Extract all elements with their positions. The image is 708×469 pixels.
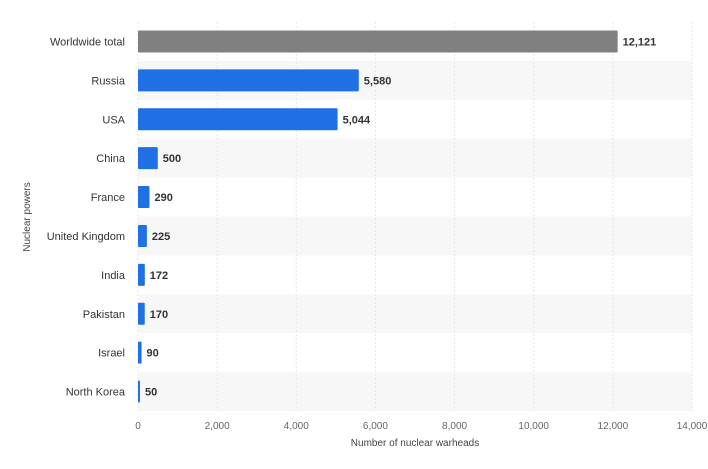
row-band xyxy=(138,294,692,334)
category-label-israel: Israel xyxy=(98,348,125,360)
y-axis-title: Nuclear powers xyxy=(22,182,33,251)
value-label-russia: 5,580 xyxy=(364,75,392,87)
bar-india xyxy=(138,263,145,286)
value-label-india: 172 xyxy=(150,270,168,282)
x-tick-label: 2,000 xyxy=(205,421,230,432)
x-tick-label: 6,000 xyxy=(363,421,388,432)
x-tick-label: 4,000 xyxy=(284,421,309,432)
value-label-united-kingdom: 225 xyxy=(152,231,170,243)
category-label-india: India xyxy=(101,270,126,282)
row-band xyxy=(138,216,692,256)
bar-united-kingdom xyxy=(138,224,147,247)
category-label-russia: Russia xyxy=(91,75,126,87)
value-label-usa: 5,044 xyxy=(343,114,371,126)
row-band xyxy=(138,138,692,178)
value-label-worldwide-total: 12,121 xyxy=(623,36,657,48)
bars xyxy=(138,30,618,403)
category-label-united-kingdom: United Kingdom xyxy=(47,231,125,243)
bar-usa xyxy=(138,108,338,131)
category-label-usa: USA xyxy=(102,114,125,126)
category-label-north-korea: North Korea xyxy=(66,387,126,399)
value-label-israel: 90 xyxy=(147,348,159,360)
x-axis-title: Number of nuclear warheads xyxy=(351,438,479,449)
category-label-china: China xyxy=(96,153,126,165)
value-label-pakistan: 170 xyxy=(150,309,168,321)
value-label-china: 500 xyxy=(163,153,181,165)
x-axis-ticks: 0 2,000 4,000 6,000 8,000 10,000 12,000 14,000 xyxy=(135,421,708,432)
x-tick-label: 14,000 xyxy=(677,421,708,432)
category-label-pakistan: Pakistan xyxy=(83,309,125,321)
value-label-north-korea: 50 xyxy=(145,387,157,399)
x-tick-label: 12,000 xyxy=(598,421,629,432)
bar-worldwide-total xyxy=(138,30,618,53)
value-labels: 12,121 5,580 5,044 500 290 225 172 170 90 50 xyxy=(145,36,656,398)
category-label-worldwide-total: Worldwide total xyxy=(50,36,125,48)
bar-russia xyxy=(138,69,359,92)
row-band xyxy=(138,372,692,411)
bar-north-korea xyxy=(138,380,140,403)
row-bands xyxy=(138,60,692,411)
bar-france xyxy=(138,186,150,209)
category-label-france: France xyxy=(91,192,125,204)
bar-pakistan xyxy=(138,302,145,325)
x-tick-label: 10,000 xyxy=(518,421,549,432)
x-tick-label: 0 xyxy=(135,421,141,432)
category-labels: Worldwide total Russia USA China France Unite… xyxy=(47,36,126,398)
x-tick-label: 8,000 xyxy=(442,421,467,432)
value-label-france: 290 xyxy=(154,192,172,204)
bar-china xyxy=(138,147,158,170)
bar-israel xyxy=(138,341,142,364)
